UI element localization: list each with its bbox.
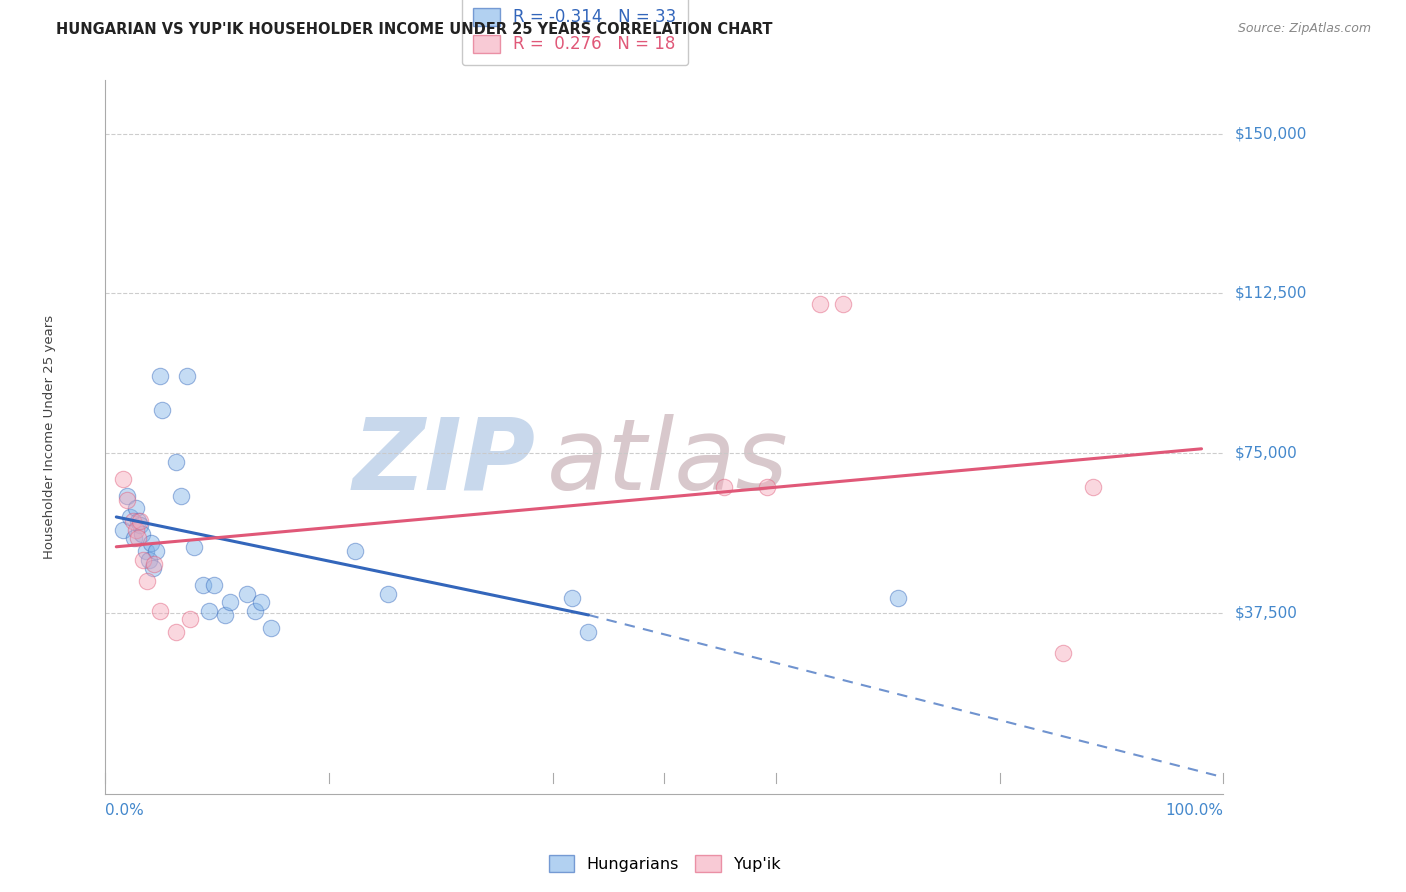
Point bbox=[122, 531, 145, 545]
Point bbox=[197, 604, 219, 618]
Point bbox=[149, 604, 172, 618]
Point bbox=[139, 535, 162, 549]
Point bbox=[561, 591, 583, 605]
Point bbox=[344, 544, 367, 558]
Point bbox=[111, 523, 134, 537]
Point bbox=[245, 604, 267, 618]
Point bbox=[886, 591, 908, 605]
Point bbox=[143, 557, 166, 571]
Point bbox=[150, 403, 173, 417]
Point bbox=[135, 574, 157, 588]
Point bbox=[127, 531, 149, 545]
Point bbox=[191, 578, 214, 592]
Point bbox=[131, 527, 153, 541]
Text: Source: ZipAtlas.com: Source: ZipAtlas.com bbox=[1237, 22, 1371, 36]
Point bbox=[121, 514, 143, 528]
Point bbox=[115, 489, 138, 503]
Point bbox=[260, 621, 283, 635]
Point bbox=[183, 540, 205, 554]
Text: 100.0%: 100.0% bbox=[1166, 803, 1223, 818]
Point bbox=[165, 454, 187, 468]
Point bbox=[249, 595, 271, 609]
Point bbox=[713, 480, 735, 494]
Text: HUNGARIAN VS YUP'IK HOUSEHOLDER INCOME UNDER 25 YEARS CORRELATION CHART: HUNGARIAN VS YUP'IK HOUSEHOLDER INCOME U… bbox=[56, 22, 773, 37]
Point bbox=[576, 625, 599, 640]
Point bbox=[138, 552, 160, 566]
Point bbox=[135, 544, 157, 558]
Point bbox=[125, 523, 148, 537]
Text: $75,000: $75,000 bbox=[1234, 446, 1298, 460]
Text: $37,500: $37,500 bbox=[1234, 606, 1298, 620]
Point bbox=[235, 587, 257, 601]
Point bbox=[129, 518, 152, 533]
Text: 0.0%: 0.0% bbox=[105, 803, 145, 818]
Point bbox=[132, 552, 155, 566]
Point bbox=[214, 607, 236, 622]
Point bbox=[219, 595, 242, 609]
Point bbox=[142, 561, 165, 575]
Point bbox=[202, 578, 225, 592]
Text: atlas: atlas bbox=[547, 414, 789, 510]
Point bbox=[149, 369, 172, 384]
Point bbox=[115, 492, 138, 507]
Legend: Hungarians, Yup'ik: Hungarians, Yup'ik bbox=[543, 848, 786, 879]
Point bbox=[129, 514, 152, 528]
Text: ZIP: ZIP bbox=[353, 414, 536, 510]
Point bbox=[832, 297, 855, 311]
Point bbox=[1052, 646, 1074, 660]
Point bbox=[1081, 480, 1104, 494]
Point bbox=[145, 544, 167, 558]
Point bbox=[377, 587, 399, 601]
Text: $150,000: $150,000 bbox=[1234, 126, 1306, 141]
Point bbox=[179, 612, 201, 626]
Text: $112,500: $112,500 bbox=[1234, 285, 1306, 301]
Point bbox=[120, 510, 142, 524]
Text: Householder Income Under 25 years: Householder Income Under 25 years bbox=[44, 315, 56, 559]
Point bbox=[176, 369, 198, 384]
Point bbox=[808, 297, 831, 311]
Point bbox=[165, 625, 187, 640]
Point bbox=[170, 489, 193, 503]
Point bbox=[111, 472, 134, 486]
Point bbox=[127, 514, 149, 528]
Point bbox=[756, 480, 779, 494]
Point bbox=[125, 501, 148, 516]
